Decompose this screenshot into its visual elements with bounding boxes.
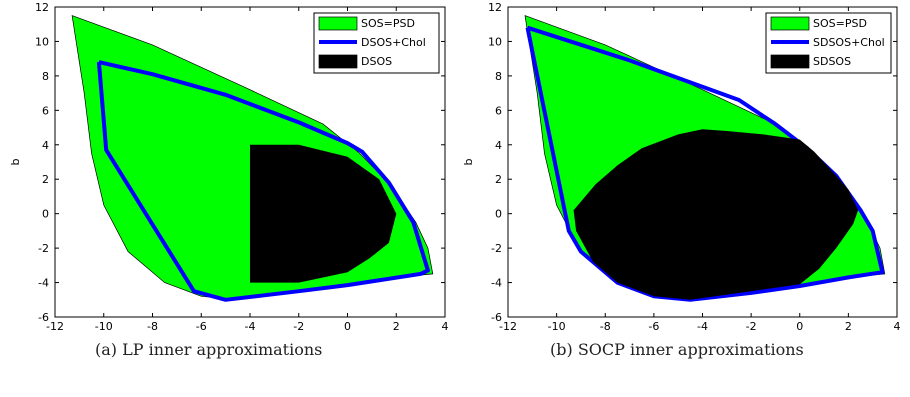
y-tick-label: 6 bbox=[42, 104, 49, 117]
y-tick-label: 4 bbox=[495, 139, 502, 152]
panel-lp: -12-10-8-6-4-2024-6-4-2024681012abSOS=PS… bbox=[9, 1, 449, 330]
x-tick-label: -8 bbox=[147, 320, 158, 330]
y-tick-label: 0 bbox=[495, 208, 502, 221]
y-tick-label: 10 bbox=[35, 35, 49, 48]
caption-b: (b) SOCP inner approximations bbox=[550, 340, 804, 359]
figure: -12-10-8-6-4-2024-6-4-2024681012abSOS=PS… bbox=[9, 1, 901, 330]
legend-label: SOS=PSD bbox=[813, 17, 867, 30]
y-axis-label: b bbox=[462, 158, 475, 165]
y-tick-label: 4 bbox=[42, 139, 49, 152]
x-tick-label: -12 bbox=[499, 320, 517, 330]
legend: SOS=PSD DSOS+Chol DSOS bbox=[313, 12, 440, 74]
legend: SOS=PSD SDSOS+Chol SDSOS bbox=[765, 12, 892, 74]
legend-swatch bbox=[318, 54, 358, 69]
legend-label: SDSOS bbox=[813, 55, 851, 68]
y-tick-label: -2 bbox=[38, 242, 49, 255]
y-axis-label: b bbox=[9, 158, 22, 165]
y-tick-label: -4 bbox=[38, 277, 49, 290]
x-tick-label: 0 bbox=[796, 320, 803, 330]
y-tick-label: 6 bbox=[495, 104, 502, 117]
panel-socp: -12-10-8-6-4-2024-6-4-2024681012abSOS=PS… bbox=[462, 1, 901, 330]
x-tick-label: -2 bbox=[746, 320, 757, 330]
x-tick-label: -10 bbox=[95, 320, 113, 330]
x-tick-label: -8 bbox=[600, 320, 611, 330]
legend-label: DSOS bbox=[361, 55, 392, 68]
y-tick-label: 10 bbox=[488, 35, 502, 48]
x-tick-label: 2 bbox=[845, 320, 852, 330]
x-tick-label: -10 bbox=[548, 320, 566, 330]
region-dsos bbox=[250, 144, 397, 283]
x-tick-label: -6 bbox=[196, 320, 207, 330]
x-tick-label: 2 bbox=[393, 320, 400, 330]
x-tick-label: -6 bbox=[648, 320, 659, 330]
y-tick-label: 8 bbox=[42, 70, 49, 83]
legend-swatch bbox=[770, 16, 810, 31]
legend-label: SOS=PSD bbox=[361, 17, 415, 30]
caption-a: (a) LP inner approximations bbox=[95, 340, 323, 359]
y-tick-label: 2 bbox=[495, 173, 502, 186]
legend-swatch bbox=[318, 16, 358, 31]
y-tick-label: 2 bbox=[42, 173, 49, 186]
y-tick-label: -4 bbox=[491, 277, 502, 290]
line-dsos-chol bbox=[96, 60, 430, 302]
x-tick-label: 0 bbox=[344, 320, 351, 330]
x-tick-label: -12 bbox=[46, 320, 64, 330]
x-tick-label: -2 bbox=[293, 320, 304, 330]
x-tick-label: 4 bbox=[894, 320, 901, 330]
line-sdsos-chol bbox=[525, 25, 885, 302]
x-tick-label: 4 bbox=[442, 320, 449, 330]
y-tick-label: 12 bbox=[488, 1, 502, 14]
x-tick-label: -4 bbox=[697, 320, 708, 330]
y-tick-label: -2 bbox=[491, 242, 502, 255]
y-tick-label: 12 bbox=[35, 1, 49, 14]
y-tick-label: -6 bbox=[38, 311, 49, 324]
legend-label: SDSOS+Chol bbox=[813, 36, 885, 49]
y-tick-label: -6 bbox=[491, 311, 502, 324]
legend-swatch bbox=[770, 54, 810, 69]
region-sdsos bbox=[573, 129, 859, 300]
x-tick-label: -4 bbox=[245, 320, 256, 330]
legend-label: DSOS+Chol bbox=[361, 36, 426, 49]
y-tick-label: 8 bbox=[495, 70, 502, 83]
y-tick-label: 0 bbox=[42, 208, 49, 221]
